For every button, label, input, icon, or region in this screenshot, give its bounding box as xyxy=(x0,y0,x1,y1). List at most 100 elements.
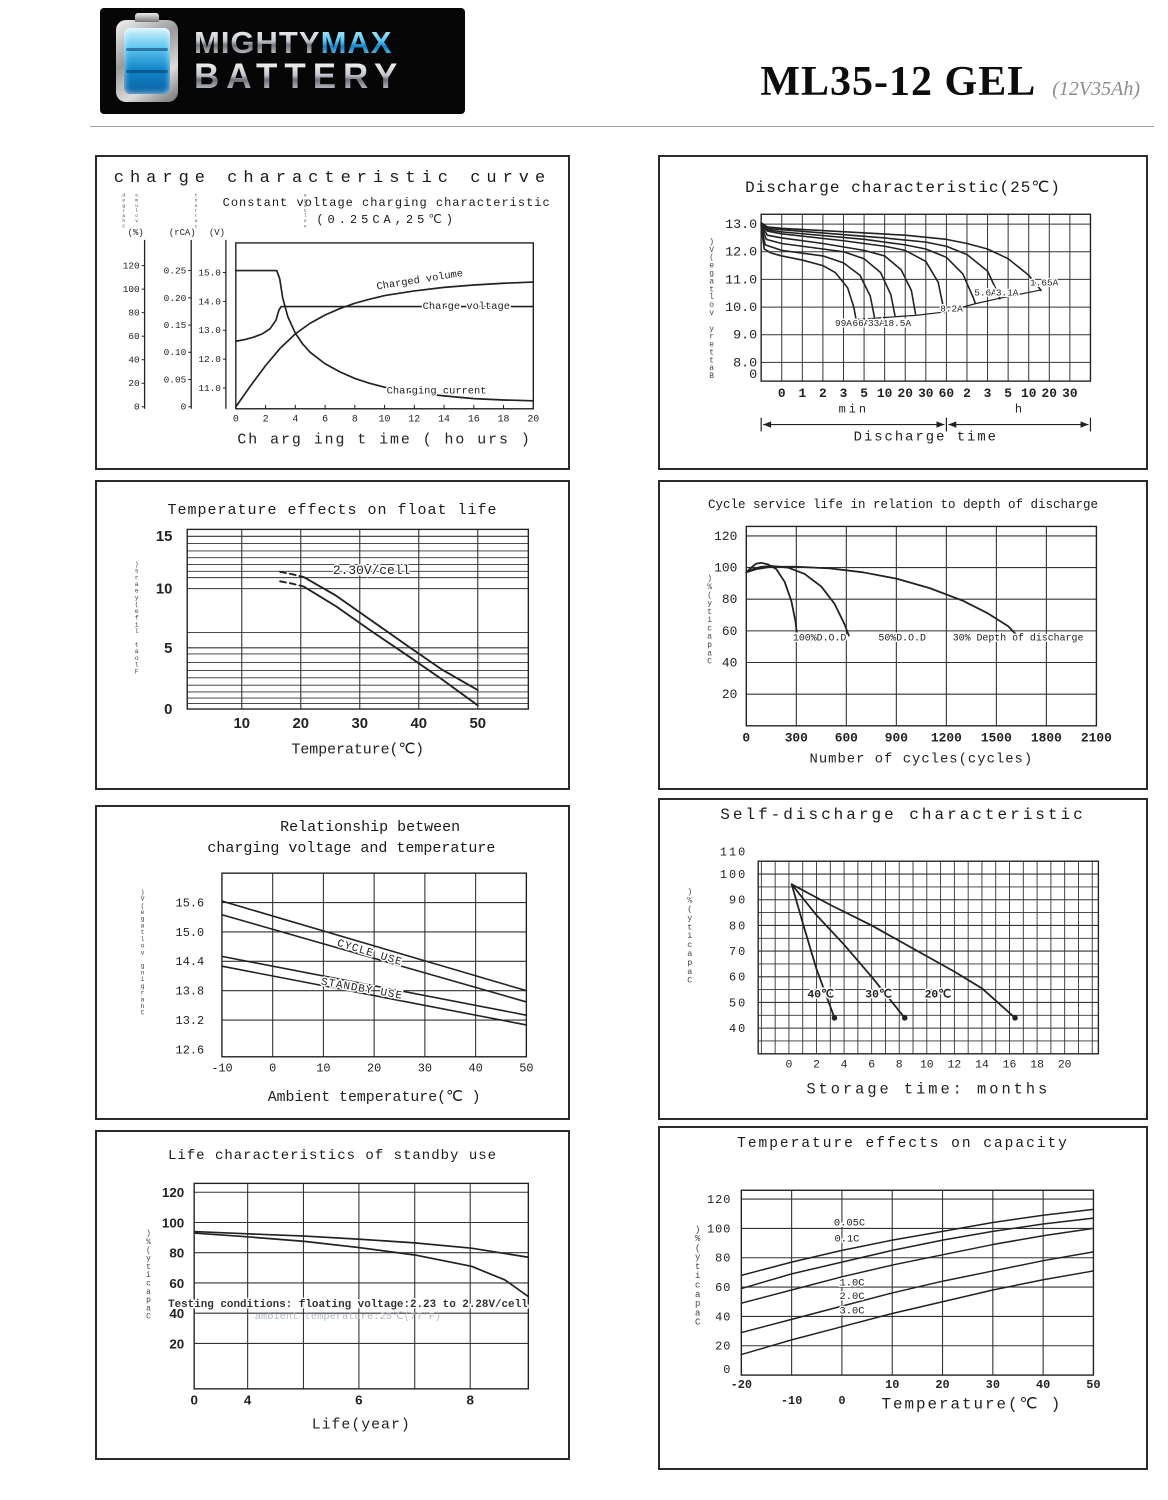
svg-text:12.0: 12.0 xyxy=(725,246,757,261)
svg-text:C: C xyxy=(141,1010,145,1017)
svg-text:10: 10 xyxy=(156,582,173,598)
svg-text:a: a xyxy=(135,648,139,655)
svg-text:r: r xyxy=(141,990,145,997)
svg-text:0: 0 xyxy=(778,386,786,401)
svg-text:0: 0 xyxy=(749,368,757,383)
svg-text:c: c xyxy=(146,1280,151,1289)
svg-text:t: t xyxy=(146,1263,151,1272)
svg-text:p: p xyxy=(707,641,712,650)
logo-word-max: MAX xyxy=(320,24,393,60)
svg-text:CYCLE USE: CYCLE USE xyxy=(335,938,403,969)
svg-text:Discharge time: Discharge time xyxy=(854,429,998,445)
chart-title: Relationship between xyxy=(280,819,461,836)
chart-float-life: Temperature effects on float life 15 10 5 0… xyxy=(95,480,570,790)
svg-text:m: m xyxy=(135,199,138,204)
svg-text:(: ( xyxy=(695,1243,700,1253)
svg-text:14: 14 xyxy=(438,414,450,425)
svg-text:g: g xyxy=(141,916,145,923)
svg-text:a: a xyxy=(146,1288,151,1297)
svg-text:1: 1 xyxy=(798,386,806,401)
svg-text:13.0: 13.0 xyxy=(725,218,757,233)
mightymax-logo: MIGHTYMAX BATTERY xyxy=(100,8,465,114)
svg-text:18.5A: 18.5A xyxy=(883,318,912,329)
svg-text:0: 0 xyxy=(786,1060,793,1072)
svg-text:(: ( xyxy=(141,902,145,909)
svg-text:): ) xyxy=(687,887,692,897)
svg-text:40: 40 xyxy=(468,1062,482,1076)
svg-text:14.4: 14.4 xyxy=(176,955,205,969)
svg-text:15: 15 xyxy=(156,529,173,545)
svg-text:g: g xyxy=(304,199,307,204)
svg-text:40: 40 xyxy=(169,1306,184,1321)
svg-text:20: 20 xyxy=(128,378,140,389)
svg-text:i: i xyxy=(135,621,139,628)
battery-icon-core xyxy=(124,28,170,94)
svg-text:g: g xyxy=(141,983,145,990)
svg-text:): ) xyxy=(141,889,145,896)
chart-subtitle-2: (0.25CA,25℃) xyxy=(316,213,458,227)
svg-text:a: a xyxy=(141,996,145,1003)
svg-text:o: o xyxy=(135,214,138,219)
svg-text:a: a xyxy=(122,214,125,219)
svg-text:100: 100 xyxy=(714,561,737,576)
svg-text:c: c xyxy=(687,940,692,950)
svg-text:l: l xyxy=(709,293,714,302)
svg-text:3.0C: 3.0C xyxy=(840,1305,865,1317)
svg-text:60: 60 xyxy=(729,971,747,985)
svg-text:110: 110 xyxy=(720,845,747,859)
svg-text:V: V xyxy=(141,896,145,903)
svg-text:50%D.O.D: 50%D.O.D xyxy=(878,632,926,643)
svg-text:v: v xyxy=(135,219,138,224)
svg-text:4: 4 xyxy=(244,1393,252,1408)
svg-text:600: 600 xyxy=(835,731,858,746)
svg-text:120: 120 xyxy=(123,261,140,272)
svg-text:e: e xyxy=(195,204,198,209)
svg-text:1200: 1200 xyxy=(931,731,962,746)
svg-text:r: r xyxy=(122,208,125,214)
chart-self-discharge: Self-discharge characteristic 110 100 90 80… xyxy=(658,798,1148,1120)
chart-charging-voltage-temperature: Relationship between charging voltage an… xyxy=(95,805,570,1120)
svg-text:15.0: 15.0 xyxy=(198,267,221,278)
svg-text:%: % xyxy=(687,896,693,906)
svg-text:0: 0 xyxy=(190,1393,197,1408)
svg-text:5.6A: 5.6A xyxy=(974,288,997,299)
svg-text:e: e xyxy=(304,193,307,198)
svg-text:e: e xyxy=(141,909,145,916)
svg-text:30% Depth of discharge: 30% Depth of discharge xyxy=(953,632,1084,643)
svg-text:5: 5 xyxy=(164,641,172,657)
logo-word-mighty: MIGHTY xyxy=(194,24,321,60)
svg-text:f: f xyxy=(135,615,139,622)
svg-text:a: a xyxy=(135,581,139,588)
svg-text:(: ( xyxy=(146,1246,151,1255)
svg-text:2100: 2100 xyxy=(1081,731,1112,746)
svg-text:11.0: 11.0 xyxy=(198,383,221,394)
svg-text:v: v xyxy=(709,309,714,318)
chart-title: Discharge characteristic(25℃) xyxy=(745,179,1061,197)
svg-text:6: 6 xyxy=(322,414,328,425)
model-block: ML35-12 GEL (12V35Ah) xyxy=(760,58,1140,106)
svg-text:i: i xyxy=(695,1271,700,1281)
chart-title: Temperature effects on float life xyxy=(167,502,498,519)
svg-text:1.65A: 1.65A xyxy=(1030,278,1059,289)
svg-text:r: r xyxy=(709,333,714,342)
svg-text:): ) xyxy=(146,1230,151,1239)
svg-text:ambient temperature:25℃(77°F): ambient temperature:25℃(77°F) xyxy=(255,1311,441,1323)
svg-text:e: e xyxy=(709,341,714,350)
svg-text:u: u xyxy=(195,219,198,224)
svg-text:t: t xyxy=(709,348,714,357)
svg-text:3.1A: 3.1A xyxy=(996,288,1019,299)
header-divider xyxy=(90,126,1154,127)
svg-text:o: o xyxy=(304,219,307,224)
svg-text:e: e xyxy=(122,199,125,204)
svg-text:50: 50 xyxy=(729,996,747,1010)
svg-text:0: 0 xyxy=(269,1062,276,1076)
svg-text:10: 10 xyxy=(920,1060,934,1072)
svg-text:13.8: 13.8 xyxy=(176,985,205,999)
svg-text:r: r xyxy=(195,208,198,214)
svg-text:): ) xyxy=(135,561,139,568)
svg-text:e: e xyxy=(135,608,139,615)
svg-text:(%): (%) xyxy=(128,228,144,238)
svg-text:50: 50 xyxy=(469,716,486,732)
svg-text:g: g xyxy=(122,204,125,209)
